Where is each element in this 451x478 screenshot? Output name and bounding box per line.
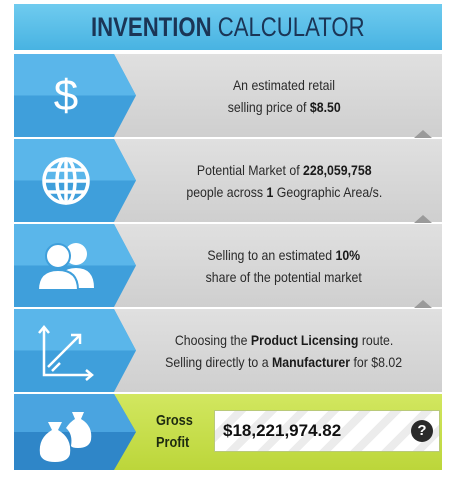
title-bold: INVENTION (91, 11, 212, 42)
text-line: An estimated retail (233, 74, 335, 96)
text: share of the potential market (205, 268, 363, 285)
icon-panel (14, 139, 136, 222)
row-text: Potential Market of 228,059,758 people ac… (132, 139, 436, 222)
bold-text: 1 (266, 183, 274, 200)
icon-panel (14, 309, 136, 392)
text-line: Selling directly to a Manufacturer for $… (166, 351, 403, 373)
label-line: Profit (156, 434, 190, 451)
text: Selling to an estimated (207, 246, 336, 263)
arrows-icon (38, 325, 94, 381)
text: Geographic Area/s. (273, 183, 382, 200)
text: selling price of (227, 98, 310, 115)
title-bar: INVENTION CALCULATOR (14, 4, 442, 50)
row: Potential Market of 228,059,758 people ac… (14, 139, 442, 223)
bold-text: 10% (335, 246, 361, 263)
row: Selling to an estimated 10% share of the … (14, 224, 442, 308)
bold-text: Product Licensing (250, 331, 359, 348)
notch (414, 215, 432, 223)
text-line: Selling to an estimated 10% (208, 244, 361, 266)
text-line: people across 1 Geographic Area/s. (186, 181, 382, 203)
text: people across (186, 183, 267, 200)
row-text: Choosing the Product Licensing route. Sel… (132, 309, 436, 392)
text: route. (358, 331, 394, 348)
money-bags-icon (39, 412, 92, 462)
globe-icon (42, 157, 90, 205)
text: for $8.02 (350, 353, 403, 370)
people-icon (36, 243, 94, 291)
bold-text: $8.50 (309, 98, 341, 115)
gross-profit-value: $18,221,974.82 (223, 421, 342, 440)
bold-text: Manufacturer (272, 353, 351, 370)
title-rest: CALCULATOR (217, 11, 365, 42)
text-line: share of the potential market (206, 266, 362, 288)
text-line: Potential Market of 228,059,758 (197, 159, 372, 181)
row: $ An estimated retail selling price of $8… (14, 54, 442, 138)
row-text: Selling to an estimated 10% share of the … (132, 224, 436, 307)
icon-panel: $ (14, 54, 136, 137)
bold-text: 228,059,758 (302, 161, 372, 178)
dollar-icon: $ (54, 71, 78, 120)
calculator: INVENTION CALCULATOR $ An estimated reta… (14, 4, 442, 470)
text: Choosing the (174, 331, 251, 348)
title: INVENTION CALCULATOR (91, 12, 365, 43)
icon-panel (14, 224, 136, 307)
gross-profit-label: Gross Profit (156, 410, 193, 454)
label-line: Gross (156, 412, 193, 429)
text-line: Choosing the Product Licensing route. (175, 329, 393, 351)
row-text: An estimated retail selling price of $8.5… (132, 54, 436, 137)
value-box: $18,221,974.82 ? (214, 410, 440, 452)
text: Potential Market of (196, 161, 303, 178)
row: Choosing the Product Licensing route. Sel… (14, 309, 442, 392)
icon-panel (14, 394, 136, 470)
text: An estimated retail (232, 76, 336, 93)
text: Selling directly to a (165, 353, 273, 370)
notch (414, 300, 432, 308)
text-line: selling price of $8.50 (227, 96, 340, 118)
notch (414, 130, 432, 138)
help-button[interactable]: ? (411, 420, 433, 442)
result-row: Gross Profit $18,221,974.82 ? (14, 394, 442, 470)
